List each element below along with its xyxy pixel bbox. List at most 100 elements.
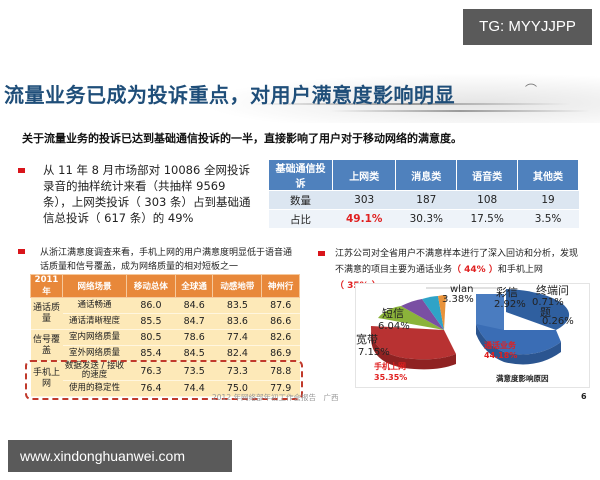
table-cell: 75.0 xyxy=(212,380,262,397)
table-header-cell: 动感地带 xyxy=(212,274,263,298)
chart-title: 满意度影响原因 xyxy=(496,374,549,383)
pie-label-other-pct: 0.26% xyxy=(542,316,574,327)
page-title: 流量业务已成为投诉重点，对用户满意度影响明显 xyxy=(4,83,455,107)
table-header-cell: 神州行 xyxy=(261,274,300,298)
table-row: 室外网络质量 85.4 84.5 82.4 86.9 xyxy=(31,345,300,362)
bullet-text-3-b: 和手机上网 xyxy=(497,265,543,275)
table-row: 手机上网 数据发送 / 接收的速度 76.3 73.5 73.3 78.8 xyxy=(30,361,300,397)
pie-label-call: 通话业务 xyxy=(484,341,516,350)
pie-chart: wlan 3.38% 彩信 2.92% 终端问 0.71% 题 0.26% 短信… xyxy=(355,283,590,388)
table-row: 数量 303 187 108 19 xyxy=(268,190,579,210)
bullet-text-3-a: 江苏公司对全省用户不满意样本进行了深入回访和分析，发现不满意的项目主要为通话业务 xyxy=(335,249,579,275)
complaint-table: 基础通信投诉 上网类 消息类 语音类 其他类 数量 303 187 108 19… xyxy=(268,159,579,229)
bullet-marker-icon xyxy=(318,251,325,256)
bullet-marker-icon xyxy=(18,249,25,254)
table-category-cell: 信号覆盖 xyxy=(30,329,63,362)
table-cell: 通话清晰程度 xyxy=(62,313,127,330)
table-cell: 84.7 xyxy=(175,313,213,330)
footer-text: 2012 年网络部年初工作会报告 广西 xyxy=(212,393,339,402)
table-header-cell: 基础通信投诉 xyxy=(268,159,333,191)
pie-label-terminal-2: 题 xyxy=(540,306,551,319)
pie-label-sms-pct: 6.04% xyxy=(378,321,410,332)
table-cell: 73.5 xyxy=(175,361,213,381)
table-cell: 76.3 xyxy=(126,361,176,381)
table-cell: 室内网络质量 xyxy=(62,329,127,346)
table-header-cell: 语音类 xyxy=(456,159,519,191)
table-cell: 77.4 xyxy=(212,329,262,346)
pie-label-call-pct: 44.18% xyxy=(484,351,518,360)
table-cell: 84.5 xyxy=(175,345,213,362)
pie-label-mobile-pct: 35.35% xyxy=(374,373,408,382)
ink-brush-decoration xyxy=(200,73,600,123)
satisfaction-table: 2011年 网络场景 移动总体 全球通 动感地带 神州行 通话质量 通话畅通 8… xyxy=(30,274,300,397)
table-cell: 187 xyxy=(395,190,457,210)
table-cell: 数据发送 / 接收的速度 xyxy=(62,361,127,381)
table-header-cell: 其他类 xyxy=(517,159,579,191)
table-row: 使用的稳定性 76.4 74.4 75.0 77.9 xyxy=(31,380,300,397)
crane-icon: ⌒ xyxy=(525,83,538,97)
slide: ⌒ 流量业务已成为投诉重点，对用户满意度影响明显 关于流量业务的投诉已达到基础通… xyxy=(0,55,600,415)
highlight-dashed-box xyxy=(25,360,303,400)
brush-stroke xyxy=(330,110,590,112)
table-cell: 17.5% xyxy=(456,209,518,229)
table-cell: 83.6 xyxy=(212,313,262,330)
table-cell: 108 xyxy=(456,190,518,210)
pie-label-wlan-pct: 3.38% xyxy=(442,294,474,305)
table-cell: 3.5% xyxy=(517,209,579,229)
table-row: 占比 49.1% 30.3% 17.5% 3.5% xyxy=(268,209,579,229)
page-number: 6 xyxy=(581,392,587,401)
table-cell: 84.6 xyxy=(175,297,213,314)
pct-call: （ 44% ） xyxy=(452,265,498,275)
table-cell: 82.6 xyxy=(261,329,300,346)
table-cell: 78.8 xyxy=(261,361,300,381)
table-cell: 78.6 xyxy=(175,329,213,346)
table-header-cell: 全球通 xyxy=(174,274,214,298)
table-cell: 303 xyxy=(332,190,396,210)
watermark-badge-top: TG: MYYJJPP xyxy=(463,9,592,45)
bullet-marker-icon xyxy=(18,168,25,173)
table-cell: 室外网络质量 xyxy=(62,345,127,362)
table-cell: 通话畅通 xyxy=(62,297,127,314)
pie-label-terminal-pct: 0.71% xyxy=(532,297,564,308)
table-header-cell: 消息类 xyxy=(395,159,458,191)
pie-chart-graphic xyxy=(370,287,570,370)
table-header-cell: 2011年 xyxy=(30,274,63,298)
table-cell: 86.0 xyxy=(126,297,176,314)
pie-label-broadband-pct: 7.15% xyxy=(358,347,390,358)
table-header-row: 基础通信投诉 上网类 消息类 语音类 其他类 xyxy=(268,159,579,191)
table-row: 通话质量 通话畅通 86.0 84.6 83.5 87.6 xyxy=(30,297,300,330)
table-row: 信号覆盖 室内网络质量 80.5 78.6 77.4 82.6 xyxy=(30,329,300,362)
table-cell: 30.3% xyxy=(395,209,457,229)
pie-label-mobile: 手机上网 xyxy=(374,362,406,371)
pie-label-terminal: 终端问 xyxy=(536,284,569,297)
table-category-cell: 通话质量 xyxy=(30,297,63,330)
table-header-cell: 网络场景 xyxy=(62,274,127,298)
pie-label-sms: 短信 xyxy=(382,307,404,320)
table-cell: 74.4 xyxy=(175,380,213,397)
table-cell: 数量 xyxy=(268,190,333,210)
table-cell: 19 xyxy=(517,190,579,210)
table-cell: 87.6 xyxy=(261,297,300,314)
table-cell: 76.4 xyxy=(126,380,176,397)
table-cell: 占比 xyxy=(268,209,333,229)
table-cell: 83.5 xyxy=(212,297,262,314)
pie-label-mms-pct: 2.92% xyxy=(494,299,526,310)
table-cell: 80.5 xyxy=(126,329,176,346)
table-category-cell: 手机上网 xyxy=(30,361,63,397)
table-cell: 使用的稳定性 xyxy=(62,380,127,397)
table-cell: 86.9 xyxy=(261,345,300,362)
table-cell: 73.3 xyxy=(212,361,262,381)
pie-label-wlan: wlan xyxy=(450,284,474,295)
pie-label-broadband: 宽带 xyxy=(356,333,378,346)
table-row: 通话清晰程度 85.5 84.7 83.6 86.6 xyxy=(31,313,300,330)
table-cell-highlight: 49.1% xyxy=(332,209,396,229)
subtitle: 关于流量业务的投诉已达到基础通信投诉的一半，直接影响了用户对于移动网络的满意度。 xyxy=(22,132,462,145)
table-cell: 85.5 xyxy=(126,313,176,330)
bullet-text-1: 从 11 年 8 月市场部对 10086 全网投诉录音的抽样统计来看（共抽样 9… xyxy=(43,163,251,225)
watermark-badge-bottom: www.xindonghuanwei.com xyxy=(8,440,232,472)
bullet-text-2: 从浙江满意度调查来看，手机上网的用户满意度明显低于语音通话质量和信号覆盖，成为网… xyxy=(40,248,293,272)
brush-stroke xyxy=(250,103,570,105)
table-header-cell: 移动总体 xyxy=(126,274,176,298)
table-header-cell: 上网类 xyxy=(331,159,397,191)
table-cell: 77.9 xyxy=(261,380,300,397)
